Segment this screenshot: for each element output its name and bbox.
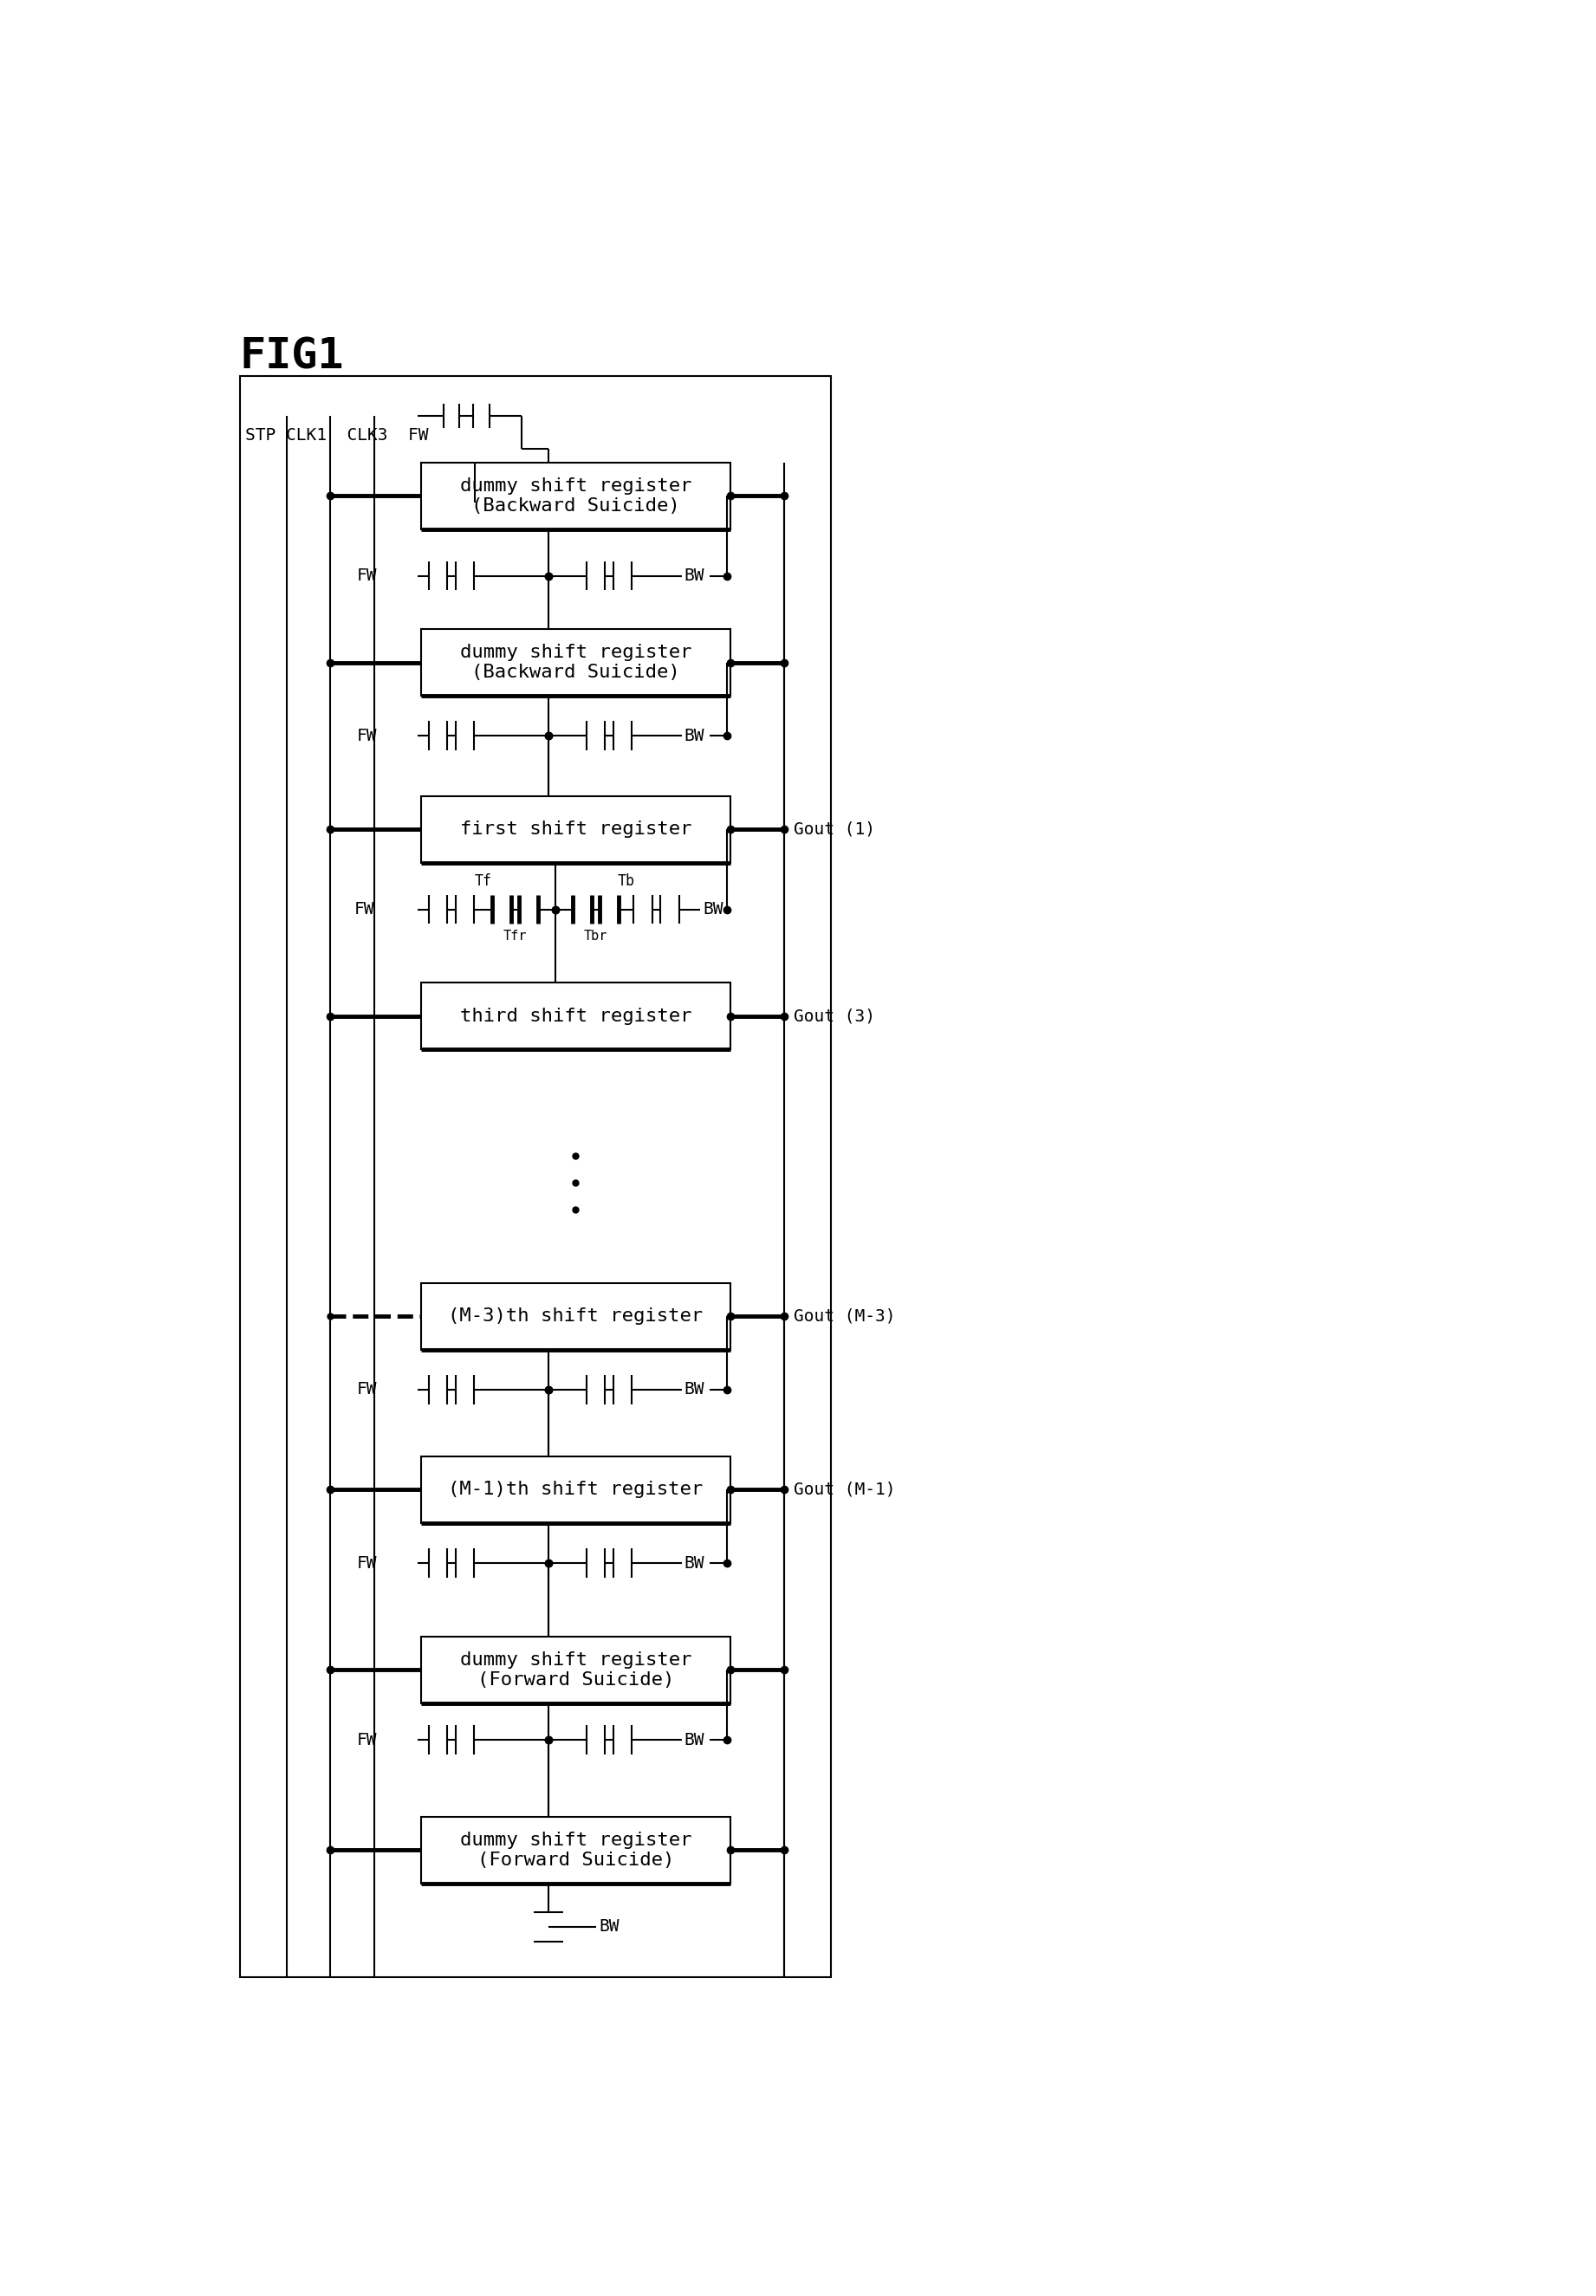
Text: first shift register: first shift register <box>460 820 691 838</box>
Text: Gout (M-3): Gout (M-3) <box>793 1309 895 1325</box>
Text: Tb: Tb <box>618 875 635 889</box>
Text: FW: FW <box>358 1731 377 1747</box>
Text: (M-1)th shift register: (M-1)th shift register <box>448 1481 702 1499</box>
Text: Gout (M-1): Gout (M-1) <box>793 1481 895 1497</box>
Text: BW: BW <box>685 1731 705 1747</box>
Text: BW: BW <box>685 1554 705 1570</box>
Text: FW: FW <box>358 728 377 744</box>
Text: BW: BW <box>704 900 723 918</box>
Text: STP CLK1  CLK3  FW: STP CLK1 CLK3 FW <box>246 427 428 443</box>
Text: Gout (3): Gout (3) <box>793 1008 875 1024</box>
Text: dummy shift register
(Forward Suicide): dummy shift register (Forward Suicide) <box>460 1651 691 1688</box>
Text: Tbr: Tbr <box>584 930 608 941</box>
Bar <box>239 377 830 1977</box>
Bar <box>421 983 729 1049</box>
Text: BW: BW <box>685 567 705 583</box>
Text: dummy shift register
(Forward Suicide): dummy shift register (Forward Suicide) <box>460 1832 691 1869</box>
Text: FIG1: FIG1 <box>239 335 345 377</box>
Text: FW: FW <box>354 900 373 918</box>
Bar <box>421 461 729 528</box>
Bar <box>421 1816 729 1883</box>
Bar <box>421 1456 729 1522</box>
Bar <box>421 1283 729 1350</box>
Text: dummy shift register
(Backward Suicide): dummy shift register (Backward Suicide) <box>460 643 691 682</box>
Bar <box>421 1637 729 1704</box>
Text: BW: BW <box>598 1919 619 1936</box>
Text: (M-3)th shift register: (M-3)th shift register <box>448 1309 702 1325</box>
Bar <box>421 797 729 863</box>
Text: FW: FW <box>358 1554 377 1570</box>
Text: dummy shift register
(Backward Suicide): dummy shift register (Backward Suicide) <box>460 478 691 514</box>
Text: FW: FW <box>358 567 377 583</box>
Text: FW: FW <box>358 1382 377 1398</box>
Bar <box>421 629 729 696</box>
Text: Gout (1): Gout (1) <box>793 822 875 838</box>
Text: BW: BW <box>685 1382 705 1398</box>
Text: Tf: Tf <box>474 875 492 889</box>
Text: Tfr: Tfr <box>503 930 527 941</box>
Text: BW: BW <box>685 728 705 744</box>
Text: third shift register: third shift register <box>460 1008 691 1024</box>
